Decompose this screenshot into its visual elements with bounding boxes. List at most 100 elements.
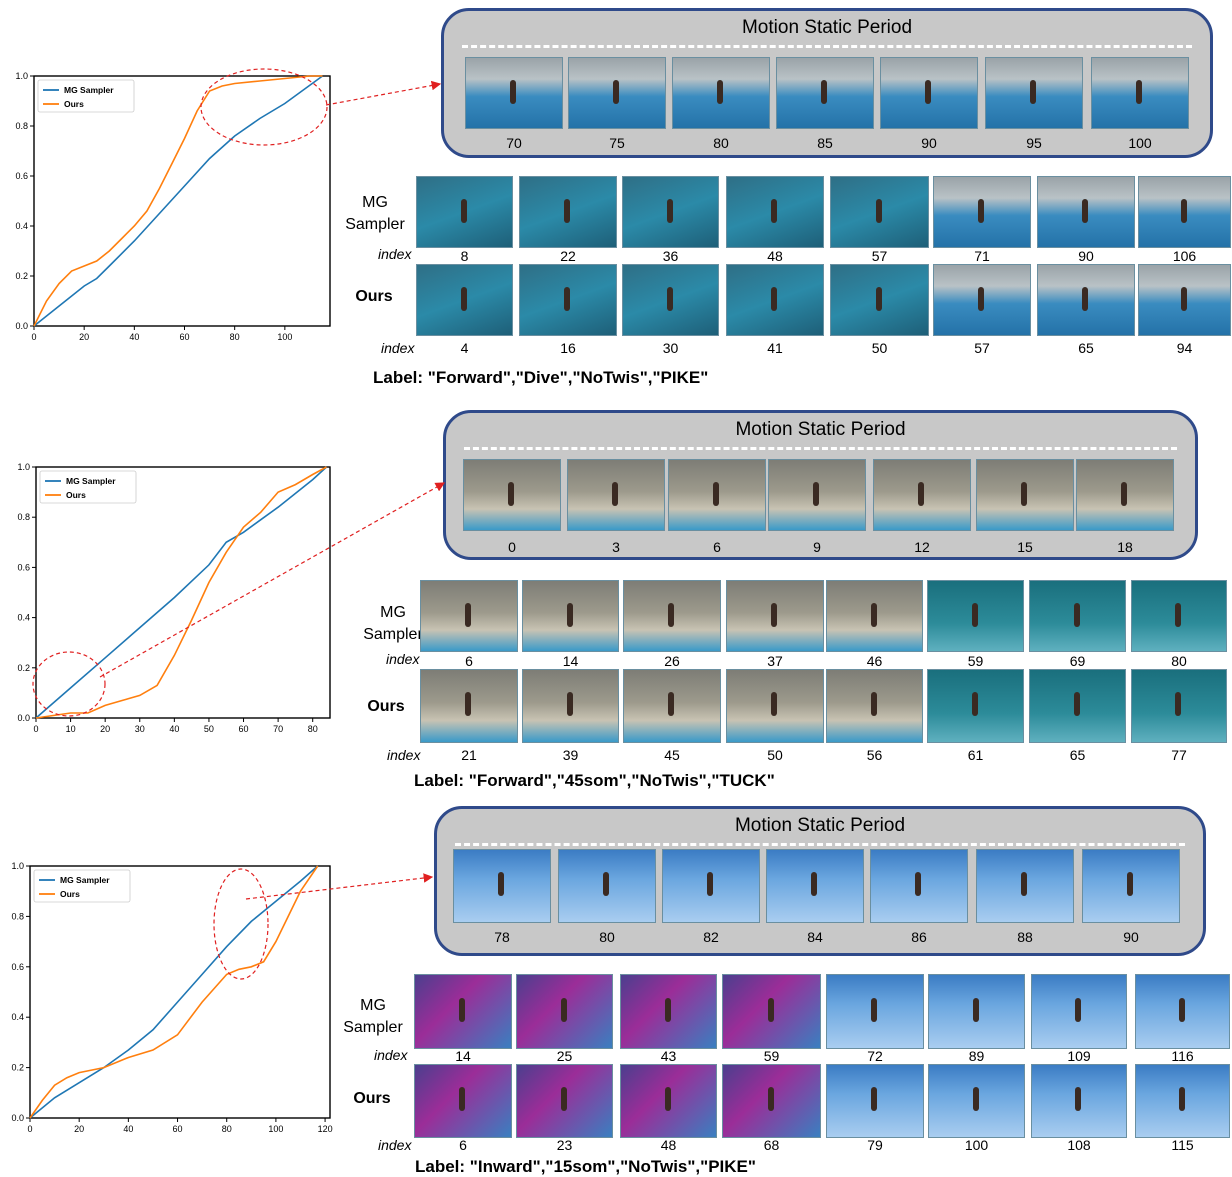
mg-sampler-frame [927,580,1024,652]
diver-figure [465,603,471,627]
ours-frame-index: 6 [459,1137,467,1153]
x-tick-label: 60 [239,724,249,734]
ours-frame [927,669,1024,743]
diver-figure [972,692,978,716]
motion-static-period-box: Motion Static Period 78 80 82 84 86 88 90 [434,806,1206,956]
msp-frame [870,849,968,923]
mg-sampler-frame-index: 48 [767,248,783,264]
diver-figure [1121,482,1127,506]
y-tick-label: 1.0 [17,462,30,472]
mg-sampler-frame [1037,176,1135,248]
motion-static-period-box: Motion Static Period 0 3 6 9 12 15 18 [443,410,1198,560]
diver-figure [1074,692,1080,716]
ours-frame [830,264,929,336]
diver-figure [1181,287,1187,311]
ours-frame [623,669,721,743]
ours-frame-index: 94 [1176,340,1193,356]
ours-frame [1135,1064,1230,1138]
msp-frame-index: 0 [508,539,516,555]
y-tick-label: 0.0 [17,713,30,723]
diver-figure [1075,998,1081,1022]
ours-frame [416,264,513,336]
diver-figure [667,287,673,311]
msp-frame-index: 78 [494,929,510,945]
ours-frame-index: 68 [763,1137,780,1153]
ours-frame [414,1064,512,1138]
diver-figure [613,80,619,104]
divider [455,843,1185,846]
y-tick-label: 0.6 [17,562,30,572]
mg-sampler-frame-index: 26 [664,653,680,669]
diver-figure [768,998,774,1022]
diver-figure [561,1087,567,1111]
diver-figure [771,287,777,311]
diver-figure [771,603,777,627]
ours-frame [1037,264,1135,336]
diver-figure [972,603,978,627]
index-word-ours: index [387,747,421,763]
msp-frame-index: 12 [914,539,930,555]
msp-frame-index: 80 [599,929,615,945]
x-tick-label: 40 [123,1124,133,1134]
diver-figure [1082,287,1088,311]
index-word-mg: index [378,246,412,262]
x-tick-label: 0 [31,332,36,342]
mg-sampler-frame-index: 36 [662,248,679,264]
msp-frame-index: 3 [612,539,620,555]
ours-frame-index: 79 [867,1137,883,1153]
mg-sampler-frame [414,974,512,1049]
legend: MG Sampler Ours [33,869,131,903]
mg-sampler-frame [726,176,824,248]
y-tick-label: 0.2 [11,1063,24,1073]
ours-frame [826,1064,924,1138]
ours-frame-index: 30 [662,340,679,356]
mg-sampler-frame [933,176,1031,248]
msp-frame-index: 80 [713,135,729,151]
diver-figure [978,287,984,311]
mg-sampler-frame [1031,974,1127,1049]
y-tick-label: 0.0 [15,321,28,331]
msp-frame-index: 86 [911,929,927,945]
diver-figure [876,199,882,223]
mg-sampler-frame-index: 14 [562,653,579,669]
y-tick-label: 0.2 [15,271,28,281]
x-tick-label: 20 [74,1124,84,1134]
ours-frame [1029,669,1126,743]
diver-figure [871,692,877,716]
mg-sampler-frame-index: 43 [660,1048,677,1064]
diver-figure [567,603,573,627]
y-tick-label: 0.6 [11,962,24,972]
x-tick-label: 70 [273,724,283,734]
ours-frame [620,1064,717,1138]
legend-box [37,79,135,113]
mg-sampler-frame [928,974,1025,1049]
ours-frame-index: 21 [461,747,477,763]
ours-row-label: Ours [355,288,393,305]
ours-frame-index: 45 [664,747,680,763]
legend-label: MG Sampler [64,85,114,95]
x-tick-label: 10 [66,724,76,734]
y-tick-label: 0.6 [15,171,28,181]
diver-figure [498,872,504,896]
mg-sampler-frame [620,974,717,1049]
x-tick-label: 80 [230,332,240,342]
legend-label: Ours [64,99,84,109]
msp-frame-index: 88 [1017,929,1033,945]
ours-frame [928,1064,1025,1138]
ours-frame [726,669,824,743]
msp-frame [463,459,561,531]
ours-frame-index: 61 [967,747,984,763]
diver-figure [871,998,877,1022]
y-tick-label: 0.0 [11,1113,24,1123]
ours-frame-index: 108 [1067,1137,1091,1153]
class-label: Label: "Forward","45som","NoTwis","TUCK" [414,771,775,790]
mg-sampler-frame-index: 80 [1171,653,1187,669]
diver-figure [1179,998,1185,1022]
msp-frame-index: 95 [1026,135,1042,151]
msp-frame [662,849,760,923]
x-tick-label: 0 [27,1124,32,1134]
diver-figure [1175,692,1181,716]
legend: MG Sampler Ours [37,79,135,113]
diver-figure [1021,482,1027,506]
msp-frame [672,57,770,129]
